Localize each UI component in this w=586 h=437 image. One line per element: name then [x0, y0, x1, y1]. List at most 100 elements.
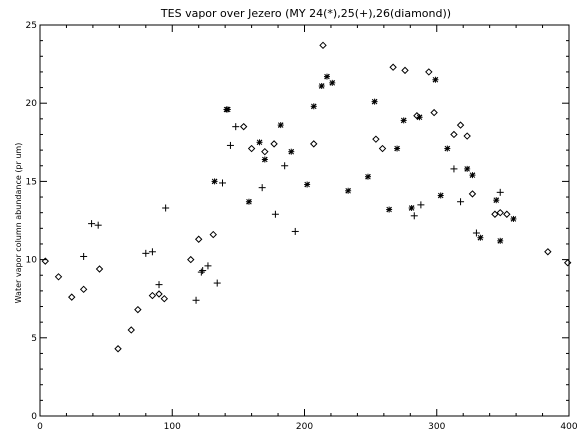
- plus-point: [472, 229, 480, 237]
- diamond-point: [310, 140, 318, 148]
- diamond-point: [134, 305, 142, 314]
- asterisk-point: [386, 206, 393, 213]
- diamond-point: [41, 257, 49, 265]
- diamond-point: [389, 63, 397, 71]
- diamond-point: [450, 130, 458, 139]
- plus-point: [155, 281, 163, 289]
- plot-frame: [39, 24, 570, 417]
- y-tick-label: 10: [26, 256, 38, 266]
- diamond-point: [261, 147, 269, 156]
- diamond-point: [456, 121, 465, 129]
- diamond-point: [270, 140, 278, 148]
- y-tick-label: 5: [31, 334, 37, 344]
- plus-point: [281, 162, 289, 170]
- diamond-point: [378, 144, 387, 153]
- asterisk-point: [211, 178, 218, 185]
- diamond-point: [239, 122, 248, 131]
- plus-point: [258, 184, 266, 192]
- chart-title: TES vapor over Jezero (MY 24(*),25(+),26…: [160, 7, 451, 20]
- diamond-point: [319, 41, 327, 50]
- x-tick-label: 100: [164, 422, 181, 432]
- axes: 0 100 200 300 400 0 5 10 15 20 25: [26, 21, 578, 432]
- diamond-point: [127, 326, 135, 334]
- plus-point: [199, 267, 207, 275]
- diamond-point: [247, 144, 256, 153]
- plus-point: [226, 141, 234, 149]
- plus-point: [192, 296, 200, 304]
- asterisk-point: [261, 156, 268, 163]
- asterisk-point: [437, 192, 444, 199]
- asterisk-point: [288, 148, 295, 155]
- diamond-point: [491, 210, 499, 218]
- asterisk-point: [345, 187, 352, 194]
- diamond-point: [468, 190, 477, 198]
- diamond-point: [160, 294, 169, 303]
- diamond-point: [544, 248, 552, 256]
- plus-point: [204, 262, 212, 270]
- data-points: [41, 41, 572, 353]
- plus-point: [94, 221, 102, 229]
- diamond-point: [155, 290, 163, 298]
- asterisk-point: [310, 103, 317, 110]
- diamond-point: [68, 293, 76, 301]
- diamond-point: [401, 66, 409, 75]
- diamond-point: [425, 68, 433, 76]
- asterisk-point: [304, 181, 311, 188]
- plus-point: [88, 220, 96, 228]
- asterisk-point: [277, 122, 284, 129]
- plus-point: [142, 249, 150, 257]
- diamond-point: [413, 112, 421, 120]
- plus-point: [162, 204, 170, 212]
- plus-point: [410, 212, 418, 220]
- asterisk-point: [444, 145, 451, 152]
- asterisk-point: [256, 139, 263, 146]
- x-tick-label: 200: [296, 422, 313, 432]
- asterisk-point: [408, 204, 415, 211]
- asterisk-point: [510, 215, 517, 222]
- diamond-point: [95, 265, 104, 273]
- y-tick-label: 15: [26, 177, 37, 187]
- diamond-point: [372, 135, 380, 143]
- asterisk-point: [323, 73, 330, 80]
- diamond-point: [463, 132, 471, 140]
- plus-point: [496, 188, 504, 196]
- asterisk-point: [469, 172, 476, 179]
- y-tick-label: 0: [31, 412, 37, 422]
- asterisk-point: [400, 117, 407, 124]
- asterisk-point: [245, 198, 252, 205]
- diamond-point: [503, 210, 511, 218]
- y-axis-label: Water vapor column abundance (pr um): [14, 143, 23, 304]
- plus-point: [232, 123, 240, 131]
- plus-point: [197, 268, 205, 276]
- plus-point: [80, 252, 88, 260]
- asterisk-point: [477, 234, 484, 241]
- x-tick-label: 400: [560, 422, 577, 432]
- plus-point: [271, 210, 279, 218]
- plus-point: [219, 179, 227, 187]
- asterisk-point: [432, 76, 439, 83]
- plus-point: [417, 201, 425, 209]
- asterisk-point: [497, 237, 504, 244]
- diamond-point: [496, 208, 504, 217]
- diamond-point: [209, 230, 217, 239]
- y-tick-label: 25: [26, 21, 37, 31]
- diamond-point: [430, 108, 438, 117]
- diamond-point: [54, 273, 63, 281]
- diamond-point: [114, 345, 122, 353]
- diamond-point: [148, 291, 157, 300]
- diamond-point: [187, 255, 195, 264]
- x-tick-label: 0: [37, 422, 43, 432]
- diamond-point: [563, 259, 572, 267]
- diamond-point: [79, 285, 88, 294]
- x-tick-label: 300: [428, 422, 445, 432]
- asterisk-point: [318, 82, 325, 89]
- plus-point: [457, 198, 465, 206]
- asterisk-point: [364, 173, 371, 180]
- plus-point: [148, 248, 156, 256]
- plus-point: [450, 165, 458, 173]
- asterisk-point: [493, 197, 500, 204]
- asterisk-point: [464, 165, 471, 172]
- asterisk-point: [224, 106, 231, 113]
- asterisk-point: [394, 145, 401, 152]
